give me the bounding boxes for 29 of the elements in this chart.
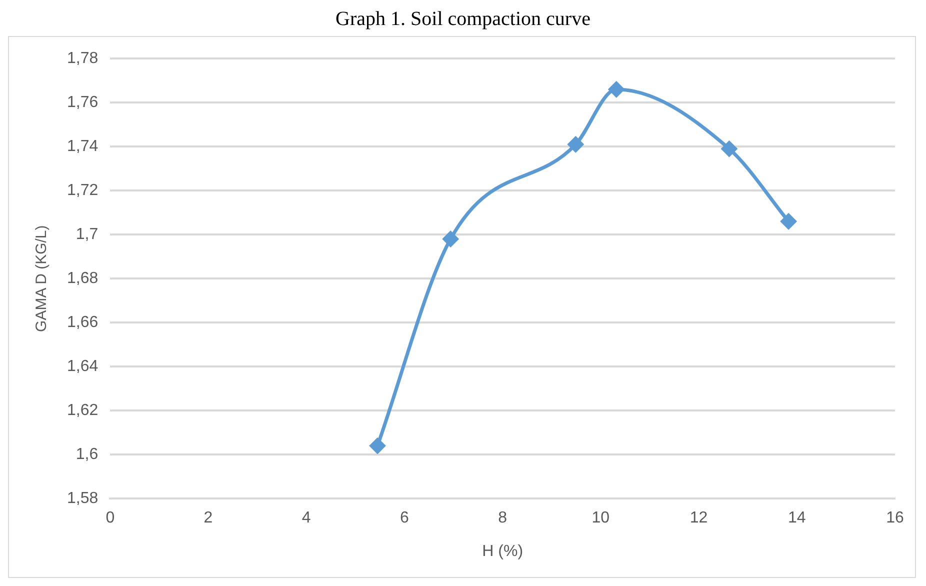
x-tick-label: 12 [690,510,708,527]
x-tick-label: 6 [400,510,410,527]
y-tick-label: 1,66 [67,314,98,332]
y-tick-label: 1,74 [67,138,98,156]
y-axis-title: GAMA D (KG/L) [33,225,50,332]
y-tick-label: 1,64 [67,358,98,376]
point [442,231,458,247]
point [608,82,624,98]
x-tick-label: 8 [498,510,508,527]
x-tick-label: 0 [106,510,115,527]
y-tick-label: 1,7 [76,226,98,244]
y-tick-label: 1,72 [67,182,98,200]
x-tick-label: 14 [788,510,806,527]
point [370,438,386,454]
y-tick-label: 1,58 [67,490,98,508]
y-tick-label: 1,62 [67,402,98,420]
chart-title: Graph 1. Soil compaction curve [334,8,592,32]
x-tick-label: 2 [204,510,213,527]
x-tick-label: 16 [886,510,904,527]
y-tick-label: 1,76 [67,94,98,112]
x-axis-title: H (%) [482,542,524,560]
x-tick-label: 10 [592,510,610,527]
y-tick-label: 1,78 [67,50,98,68]
x-tick-label: 4 [302,510,311,527]
point [568,136,584,152]
y-tick-label: 1,68 [67,270,98,288]
y-tick-label: 1,6 [76,446,98,464]
point [721,141,737,157]
point [780,214,796,230]
